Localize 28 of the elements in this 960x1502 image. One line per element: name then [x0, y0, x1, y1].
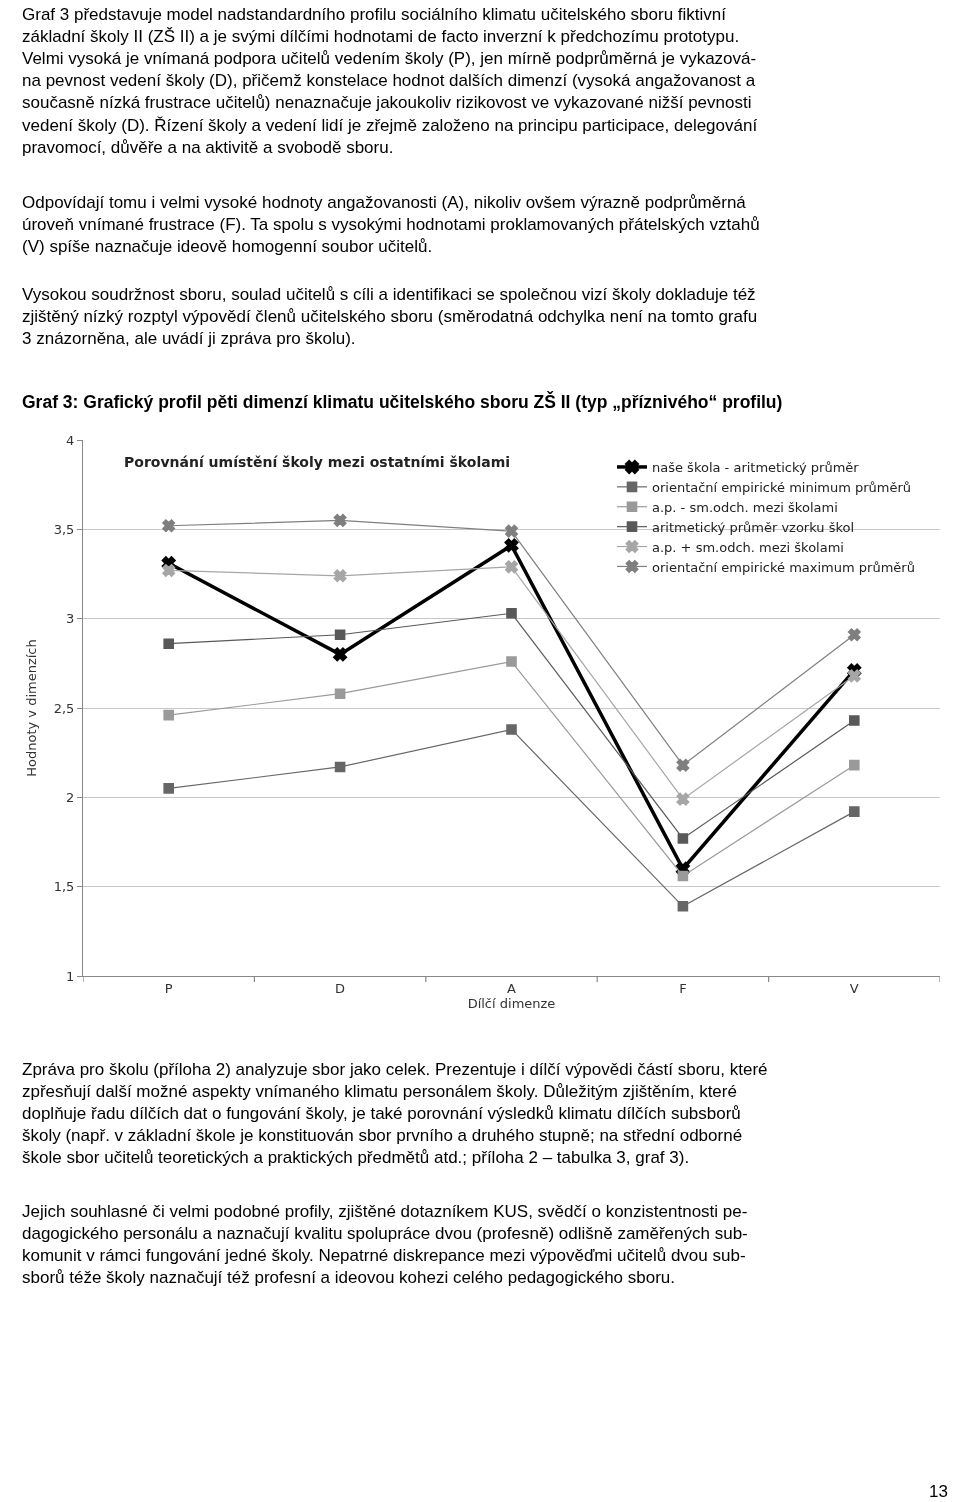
y-axis-title: Hodnoty v dimenzích	[23, 639, 39, 777]
text: Odpovídají tomu i velmi vysoké hodnoty angažovanosti (A), nikoliv ovšem výrazně podprůměrná úroveň vnímané frustrace (F). Ta spolu s vysokými hodnotami proklamovaných přátelských vztahů (V) spíše naznačuje ideově homogenní soubor učitelů.	[22, 193, 760, 257]
text: Vysokou soudržnost sboru, soulad učitelů s cíli a identifikaci se společnou vizí školy dokladuje též zjištěný nízký rozptyl výpovědí členů učitelského sboru (směrodatná odchylka není na tomto grafu 3 znázorněna, ale uvádí ji zpráva pro školu).	[22, 285, 758, 349]
y-tick-label: 1	[66, 968, 75, 984]
x-tick-label: P	[164, 980, 173, 996]
text: 13	[929, 1482, 948, 1501]
x-tick-label: D	[335, 980, 346, 996]
legend-label: a.p. + sm.odch. mezi školami	[652, 539, 844, 555]
legend-label: orientační empirické minimum průměrů	[652, 479, 912, 495]
chart-title: Graf 3: Grafický profil pěti dimenzí klimatu učitelského sboru ZŠ II (typ „příznivého“ profilu)	[22, 391, 783, 412]
y-tick-label: 4	[66, 432, 75, 448]
text: Porovnání umístění školy mezi ostatními školami	[124, 454, 511, 470]
y-tick-label: 3,5	[53, 521, 75, 537]
legend-label: a.p. - sm.odch. mezi školami	[652, 499, 838, 515]
legend-label: orientační empirické maximum průměrů	[652, 559, 915, 575]
y-tick-label: 2,5	[53, 700, 75, 716]
text: Zpráva pro školu (příloha 2) analyzuje sbor jako celek. Prezentuje i dílčí výpovědi částí sboru, které zpřesňují další možné aspekty vnímaného klimatu personálem školy. Důležitým zjištěním, které doplňuje řadu dílčích dat o fungování školy, je také porovnání výsledků klimatu dílčích subsborů školy (např. v základní škole je konstituován sbor prvního a druhého stupně; na střední odborné škole sbor učitelů teoretických a praktických předmětů atd.; příloha 2 – tabulka 3, graf 3).	[22, 1060, 768, 1168]
text: Graf 3 představuje model nadstandardního profilu sociálního klimatu učitelského sboru fiktivní základní školy II (ZŠ II) a je svými dílčími hodnotami de facto inverzní k předchozímu prototypu. Velmi vysoká je vnímaná podpora učitelů vedením školy (P), jen mírně podprůměrná je vykazová- na pevnost vedení školy (D), přičemž konstelace hodnot dalších dimenzí (vysoká angažovanost a současně nízká frustrace učitelů) nenaznačuje jakoukoliv rizikovost ve vykazované nižší pevnosti vedení školy (D). Řízení školy a vedení lidí je zřejmě založeno na principu participace, delegování pravomocí, důvěře a na aktivitě a svobodě sboru.	[22, 5, 758, 157]
y-tick-label: 1,5	[53, 879, 75, 895]
legend-label: aritmetický průměr vzorku škol	[652, 519, 855, 535]
y-tick-label: 2	[66, 789, 75, 805]
x-tick-label: F	[679, 980, 687, 996]
x-axis-title: Dílčí dimenze	[467, 996, 556, 1012]
x-tick-label: A	[507, 980, 517, 996]
text: Jejich souhlasné či velmi podobné profily, zjištěné dotazníkem KUS, svědčí o konzistentnosti pe- dagogického personálu a naznačují kvalitu spolupráce dvou (profesně) odlišně zaměřených sub- komunit v rámci fungování jedné školy. Nepatrné diskrepance mezi výpověďmi učitelů dvou sub- sborů téže školy naznačují též profesní a ideovou kohezi celého pedagogického sboru.	[22, 1202, 748, 1288]
x-tick-label: V	[849, 980, 859, 996]
y-tick-label: 3	[66, 611, 75, 627]
legend-label: naše škola - aritmetický průměr	[652, 460, 860, 476]
